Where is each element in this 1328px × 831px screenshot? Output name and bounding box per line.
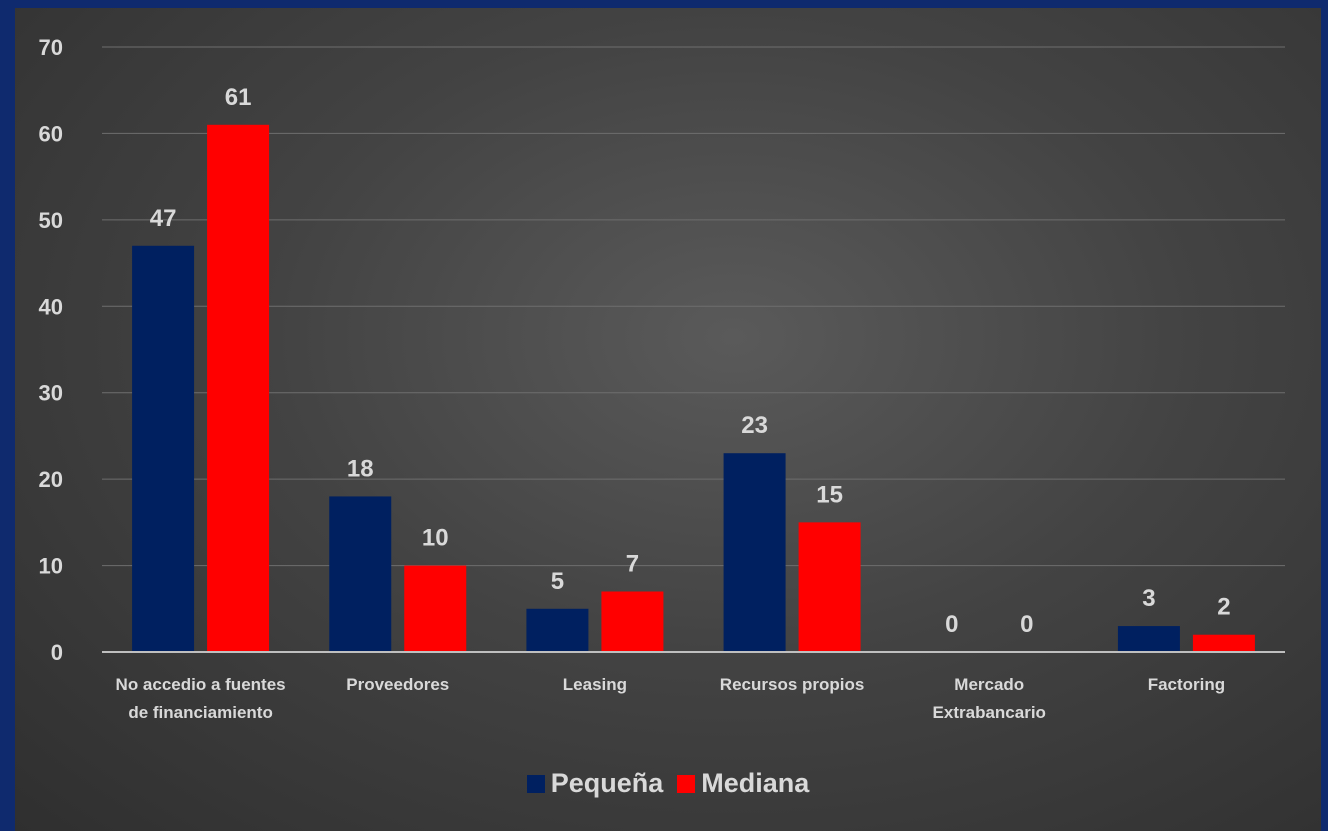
- legend-label: Mediana: [701, 768, 810, 798]
- legend-swatch: [677, 774, 696, 793]
- x-category-label: No accedio a fuentes: [116, 675, 286, 694]
- data-label: 15: [816, 481, 843, 508]
- bar: [404, 565, 467, 652]
- y-tick-label: 30: [39, 381, 63, 406]
- chart-area: 0 10 20 30 40 50 60 70 47 61 No accedio a fuentes d…: [15, 8, 1321, 831]
- data-label: 10: [422, 525, 449, 552]
- bar: [601, 591, 664, 652]
- y-tick-label: 50: [39, 208, 63, 233]
- data-label: 3: [1142, 585, 1155, 612]
- y-tick-label: 60: [39, 121, 63, 146]
- legend-item: Mediana: [677, 768, 809, 799]
- legend-swatch: [526, 774, 545, 793]
- bar: [329, 496, 392, 652]
- bar: [1192, 634, 1255, 652]
- data-label: 2: [1217, 594, 1230, 621]
- data-label: 7: [626, 551, 639, 578]
- bar: [132, 245, 195, 653]
- bar: [1117, 626, 1180, 652]
- y-tick-label: 20: [39, 467, 63, 492]
- bar: [798, 522, 861, 652]
- data-label: 5: [551, 568, 564, 595]
- x-category-label: de financiamiento: [128, 703, 273, 722]
- legend-item: Pequeña: [526, 768, 664, 799]
- data-label: 47: [150, 205, 177, 232]
- x-category-label: Recursos propios: [720, 675, 865, 694]
- y-tick-label: 10: [39, 554, 63, 579]
- y-tick-label: 0: [51, 640, 63, 665]
- y-tick-label: 70: [39, 35, 63, 60]
- legend: Pequeña Mediana: [15, 768, 1321, 799]
- y-tick-label: 40: [39, 294, 63, 319]
- bar: [207, 124, 270, 653]
- data-label: 0: [1020, 611, 1033, 638]
- legend-label: Pequeña: [550, 768, 664, 798]
- x-category-label: Factoring: [1148, 675, 1225, 694]
- bar: [526, 608, 589, 652]
- x-category-label: Extrabancario: [933, 703, 1046, 722]
- x-category-label: Proveedores: [346, 675, 449, 694]
- data-label: 23: [741, 412, 768, 439]
- data-label: 18: [347, 455, 374, 482]
- data-label: 61: [225, 84, 252, 111]
- data-label: 0: [945, 611, 958, 638]
- bar: [723, 453, 786, 652]
- x-category-label: Leasing: [563, 675, 627, 694]
- x-category-label: Mercado: [954, 675, 1024, 694]
